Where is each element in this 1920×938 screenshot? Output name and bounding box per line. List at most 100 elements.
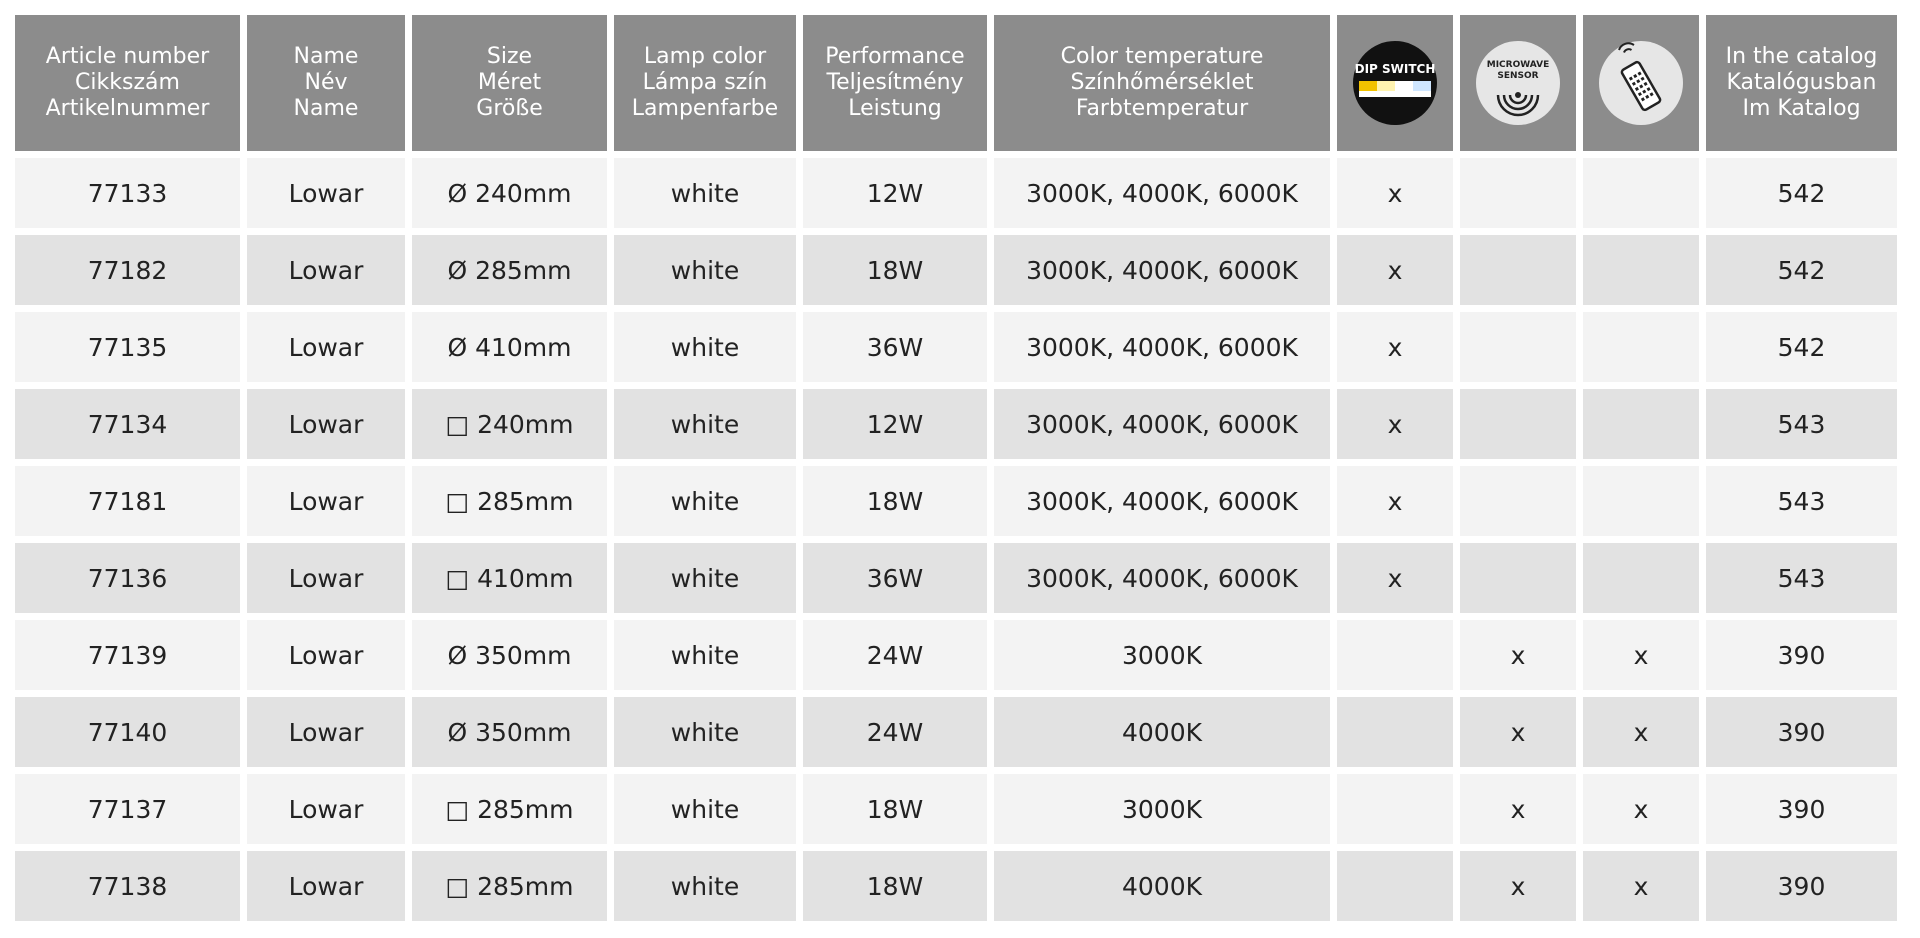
- table-cell: white: [614, 158, 796, 228]
- table-cell: 12W: [803, 158, 987, 228]
- table-cell: 542: [1706, 312, 1897, 382]
- empty-cell: [1460, 158, 1576, 228]
- header-line: Katalógusban: [1726, 70, 1877, 95]
- empty-cell: [1460, 389, 1576, 459]
- header-line: Lamp color: [643, 44, 767, 69]
- table-cell: white: [614, 235, 796, 305]
- table-cell: Lowar: [247, 312, 405, 382]
- table-cell: Ø 350mm: [412, 620, 607, 690]
- header-line: Artikelnummer: [45, 96, 210, 121]
- table-cell: white: [614, 543, 796, 613]
- table-cell: Lowar: [247, 389, 405, 459]
- table-row: 77136 Lowar □ 410mm white 36W 3000K, 4000K, 6…: [15, 543, 1897, 613]
- header-cell: Size Méret Größe: [412, 15, 607, 151]
- table-cell: 77136: [15, 543, 240, 613]
- header-line: Lámpa szín: [642, 70, 768, 95]
- table-cell: x: [1583, 697, 1699, 767]
- table-cell: Lowar: [247, 543, 405, 613]
- icon-text: MICROWAVE: [1487, 60, 1549, 70]
- table-cell: 3000K: [994, 620, 1330, 690]
- header-cell: Color temperature Színhőmérséklet Farbtemp…: [994, 15, 1330, 151]
- header-line: Farbtemperatur: [1075, 96, 1249, 121]
- table-cell: 543: [1706, 389, 1897, 459]
- table-cell: 24W: [803, 697, 987, 767]
- empty-cell: [1583, 312, 1699, 382]
- table-cell: 77135: [15, 312, 240, 382]
- table-cell: 390: [1706, 851, 1897, 921]
- icon-button: [1642, 89, 1647, 94]
- header-line: Teljesítmény: [826, 70, 964, 95]
- table-cell: 18W: [803, 466, 987, 536]
- icon-button: [1636, 79, 1641, 84]
- table-cell: white: [614, 851, 796, 921]
- table-cell: x: [1460, 697, 1576, 767]
- empty-cell: [1583, 466, 1699, 536]
- table-cell: x: [1337, 235, 1453, 305]
- table-cell: 3000K, 4000K, 6000K: [994, 312, 1330, 382]
- header-line: Leistung: [848, 96, 942, 121]
- table-cell: Ø 240mm: [412, 158, 607, 228]
- icon-text: SENSOR: [1497, 71, 1538, 81]
- header-cell: [1583, 15, 1699, 151]
- header-row: Article number Cikkszám Artikelnummer Name N…: [15, 15, 1897, 151]
- table-cell: Lowar: [247, 620, 405, 690]
- table-cell: 542: [1706, 235, 1897, 305]
- table-cell: Ø 410mm: [412, 312, 607, 382]
- table-row: 77182 Lowar Ø 285mm white 18W 3000K, 4000K, 6…: [15, 235, 1897, 305]
- table-cell: Ø 350mm: [412, 697, 607, 767]
- table-cell: 77182: [15, 235, 240, 305]
- table-cell: 3000K: [994, 774, 1330, 844]
- table-cell: 77181: [15, 466, 240, 536]
- table-cell: 18W: [803, 851, 987, 921]
- table-cell: 77139: [15, 620, 240, 690]
- icon-button: [1639, 84, 1644, 89]
- empty-cell: [1337, 774, 1453, 844]
- empty-cell: [1583, 543, 1699, 613]
- header-line: Name: [293, 44, 359, 69]
- table-cell: white: [614, 697, 796, 767]
- table-cell: x: [1583, 851, 1699, 921]
- header-line: Im Katalog: [1742, 96, 1861, 121]
- empty-cell: [1460, 312, 1576, 382]
- table-cell: 77138: [15, 851, 240, 921]
- table-cell: Lowar: [247, 235, 405, 305]
- table-cell: □ 285mm: [412, 774, 607, 844]
- table-cell: Lowar: [247, 851, 405, 921]
- icon-bg: [1476, 41, 1560, 125]
- icon-strip: [1359, 81, 1377, 91]
- header-cell: Name Név Name: [247, 15, 405, 151]
- table-cell: 4000K: [994, 697, 1330, 767]
- table-cell: x: [1337, 158, 1453, 228]
- table-cell: x: [1583, 620, 1699, 690]
- icon-strip: [1377, 81, 1395, 91]
- table-cell: 36W: [803, 312, 987, 382]
- table-row: 77134 Lowar □ 240mm white 12W 3000K, 4000K, 6…: [15, 389, 1897, 459]
- icon-button: [1646, 87, 1651, 92]
- header-line: Méret: [477, 70, 542, 95]
- header-line: Név: [304, 70, 348, 95]
- table-row: 77133 Lowar Ø 240mm white 12W 3000K, 4000K, 6…: [15, 158, 1897, 228]
- icon-button: [1631, 81, 1636, 86]
- table-cell: x: [1337, 389, 1453, 459]
- icon-wave: [1502, 94, 1534, 111]
- icon-button: [1649, 92, 1654, 97]
- table-cell: x: [1460, 620, 1576, 690]
- table-cell: white: [614, 466, 796, 536]
- table-cell: 18W: [803, 774, 987, 844]
- table-row: 77139 Lowar Ø 350mm white 24W 3000K x x 390: [15, 620, 1897, 690]
- header-line: Lampenfarbe: [631, 96, 779, 121]
- table-cell: 77134: [15, 389, 240, 459]
- icon-wave: [1508, 94, 1528, 105]
- header-line: Größe: [476, 96, 543, 121]
- table-cell: Lowar: [247, 697, 405, 767]
- table-row: 77181 Lowar □ 285mm white 18W 3000K, 4000K, 6…: [15, 466, 1897, 536]
- table-cell: 24W: [803, 620, 987, 690]
- icon-button: [1645, 94, 1650, 99]
- table-row: 77135 Lowar Ø 410mm white 36W 3000K, 4000K, 6…: [15, 312, 1897, 382]
- icon-signal: [1623, 48, 1633, 53]
- table-cell: white: [614, 774, 796, 844]
- header-line: Name: [293, 96, 359, 121]
- table-cell: 390: [1706, 620, 1897, 690]
- table-cell: x: [1337, 312, 1453, 382]
- header-cell: Performance Teljesítmény Leistung: [803, 15, 987, 151]
